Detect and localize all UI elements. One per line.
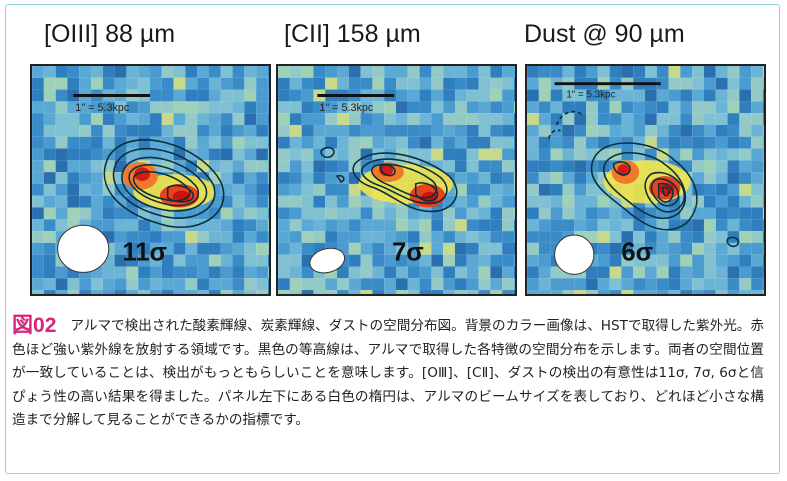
oiii-map-image: 1" = 5.3kpc 11σ xyxy=(32,66,269,294)
significance-cii: 7σ xyxy=(392,239,424,267)
beam-ellipse-oiii xyxy=(57,224,110,273)
significance-dust: 6σ xyxy=(621,239,653,267)
dust-map-image: 1" = 5.3kpc 6σ xyxy=(527,66,764,294)
panel-oiii-map: 1" = 5.3kpc 11σ xyxy=(30,64,271,296)
scale-label-cii: 1" = 5.3kpc xyxy=(319,102,374,114)
figure-caption: 図02 アルマで検出された酸素輝線、炭素輝線、ダストの空間分布図。背景のカラー画像… xyxy=(12,314,764,433)
panel-title-cii: [CII] 158 µm xyxy=(284,20,421,48)
beam-ellipse-cii xyxy=(309,247,346,274)
panel-title-dust: Dust @ 90 µm xyxy=(524,20,685,48)
caption-text: アルマで検出された酸素輝線、炭素輝線、ダストの空間分布図。背景のカラー画像は、H… xyxy=(12,318,765,428)
significance-oiii: 11σ xyxy=(122,239,166,267)
panel-title-oiii: [OIII] 88 µm xyxy=(44,20,176,48)
scale-label-dust: 1" = 5.3kpc xyxy=(566,89,615,100)
panel-dust-map: 1" = 5.3kpc 6σ xyxy=(525,64,766,296)
beam-ellipse-dust xyxy=(554,234,595,275)
scale-label-oiii: 1" = 5.3kpc xyxy=(75,102,130,114)
panel-cii-map: 1" = 5.3kpc 7σ xyxy=(276,64,517,296)
cii-map-image: 1" = 5.3kpc 7σ xyxy=(278,66,515,294)
figure-label: 図02 xyxy=(12,314,57,337)
